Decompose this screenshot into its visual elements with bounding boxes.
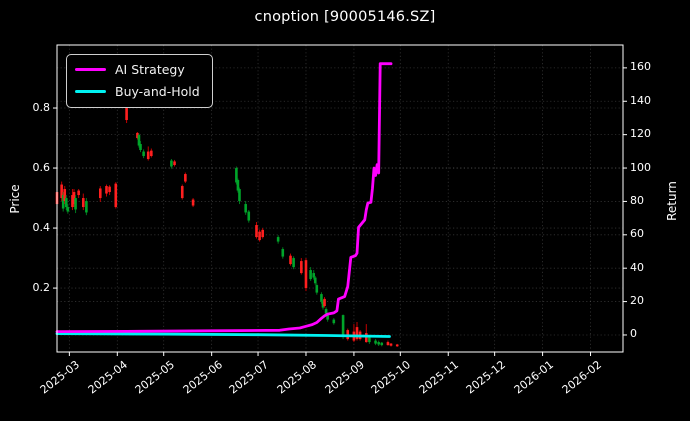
return-tick-label: 80 [630, 193, 644, 207]
price-tick-label: 0.4 [32, 220, 51, 234]
return-tick-label: 40 [630, 260, 644, 274]
return-tick-label: 20 [630, 294, 644, 308]
ai-strategy-line-swatch [75, 68, 106, 71]
price-tick-label: 0.6 [32, 160, 51, 174]
return-tick-label: 160 [630, 60, 651, 74]
legend-label-ai-strategy: AI Strategy [115, 62, 185, 77]
return-tick-label: 60 [630, 227, 644, 241]
legend-label-buy-and-hold: Buy-and-Hold [115, 84, 200, 99]
buy-and-hold-line [55, 332, 391, 338]
price-tick-label: 0.2 [32, 280, 51, 294]
chart-title: cnoption [90005146.SZ] [254, 9, 436, 25]
legend-item-buy-and-hold: Buy-and-Hold [75, 82, 200, 101]
legend-item-ai-strategy: AI Strategy [75, 60, 200, 79]
price-tick-label: 0.8 [32, 100, 51, 114]
return-tick-label: 140 [630, 93, 651, 107]
price-axis-label: Price [8, 184, 22, 214]
axes-spines [53, 44, 627, 356]
candlestick-series [55, 102, 399, 347]
return-tick-label: 120 [630, 127, 651, 141]
buy-and-hold-line-swatch [75, 90, 106, 93]
legend: AI Strategy Buy-and-Hold [66, 54, 213, 108]
grid [57, 45, 623, 352]
return-axis-label: Return [665, 181, 679, 221]
ai-strategy-line [55, 62, 393, 334]
return-tick-label: 0 [630, 327, 637, 341]
return-tick-label: 100 [630, 160, 651, 174]
